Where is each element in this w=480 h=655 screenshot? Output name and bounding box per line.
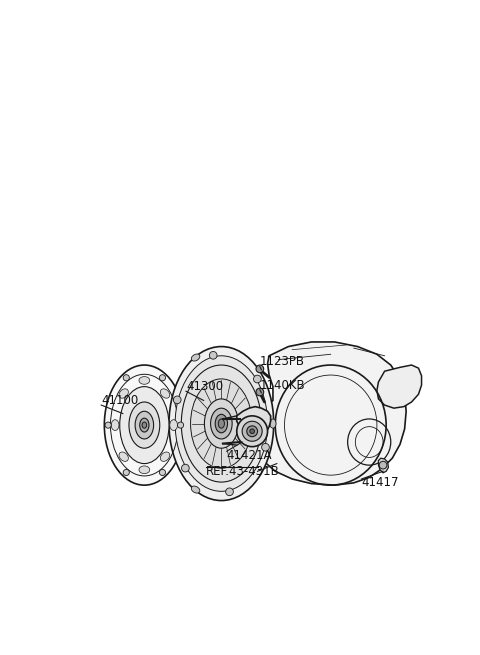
Circle shape <box>262 443 269 451</box>
Circle shape <box>209 352 217 359</box>
Ellipse shape <box>135 411 154 439</box>
Circle shape <box>173 396 181 403</box>
Circle shape <box>250 429 254 434</box>
Ellipse shape <box>140 418 149 432</box>
Ellipse shape <box>119 389 128 398</box>
Ellipse shape <box>170 420 178 430</box>
Ellipse shape <box>139 377 150 384</box>
Circle shape <box>123 375 129 381</box>
Ellipse shape <box>129 402 160 448</box>
Ellipse shape <box>218 419 225 428</box>
Circle shape <box>247 426 258 437</box>
Circle shape <box>181 464 189 472</box>
Text: 1140KB: 1140KB <box>260 379 305 392</box>
Circle shape <box>256 388 264 396</box>
Circle shape <box>123 470 129 476</box>
Ellipse shape <box>142 422 147 428</box>
Ellipse shape <box>237 416 267 447</box>
Circle shape <box>256 365 264 373</box>
Circle shape <box>159 375 166 381</box>
Polygon shape <box>237 407 271 439</box>
Ellipse shape <box>169 346 274 500</box>
Ellipse shape <box>204 399 238 448</box>
Circle shape <box>178 422 184 428</box>
Ellipse shape <box>120 386 169 464</box>
Ellipse shape <box>191 354 200 361</box>
Ellipse shape <box>160 452 170 461</box>
Polygon shape <box>252 342 406 485</box>
Circle shape <box>242 421 262 441</box>
Text: 41100: 41100 <box>101 394 139 407</box>
Circle shape <box>159 470 166 476</box>
Text: 1123PB: 1123PB <box>260 356 305 369</box>
Ellipse shape <box>191 379 252 468</box>
Circle shape <box>379 461 387 469</box>
Ellipse shape <box>270 419 276 428</box>
Ellipse shape <box>111 420 119 430</box>
Ellipse shape <box>175 356 267 491</box>
Polygon shape <box>377 365 421 408</box>
Text: REF.43-431B: REF.43-431B <box>206 465 280 477</box>
Text: 41417: 41417 <box>361 476 399 489</box>
Ellipse shape <box>160 389 170 398</box>
Text: 41421A: 41421A <box>227 449 272 462</box>
Ellipse shape <box>215 415 228 433</box>
Ellipse shape <box>191 486 200 493</box>
Ellipse shape <box>139 466 150 474</box>
Polygon shape <box>378 458 388 473</box>
Circle shape <box>253 375 261 383</box>
Ellipse shape <box>181 365 262 482</box>
Circle shape <box>226 488 233 496</box>
Ellipse shape <box>211 408 232 439</box>
Ellipse shape <box>119 452 128 461</box>
Text: 41300: 41300 <box>186 380 223 393</box>
Circle shape <box>105 422 111 428</box>
Ellipse shape <box>104 365 184 485</box>
